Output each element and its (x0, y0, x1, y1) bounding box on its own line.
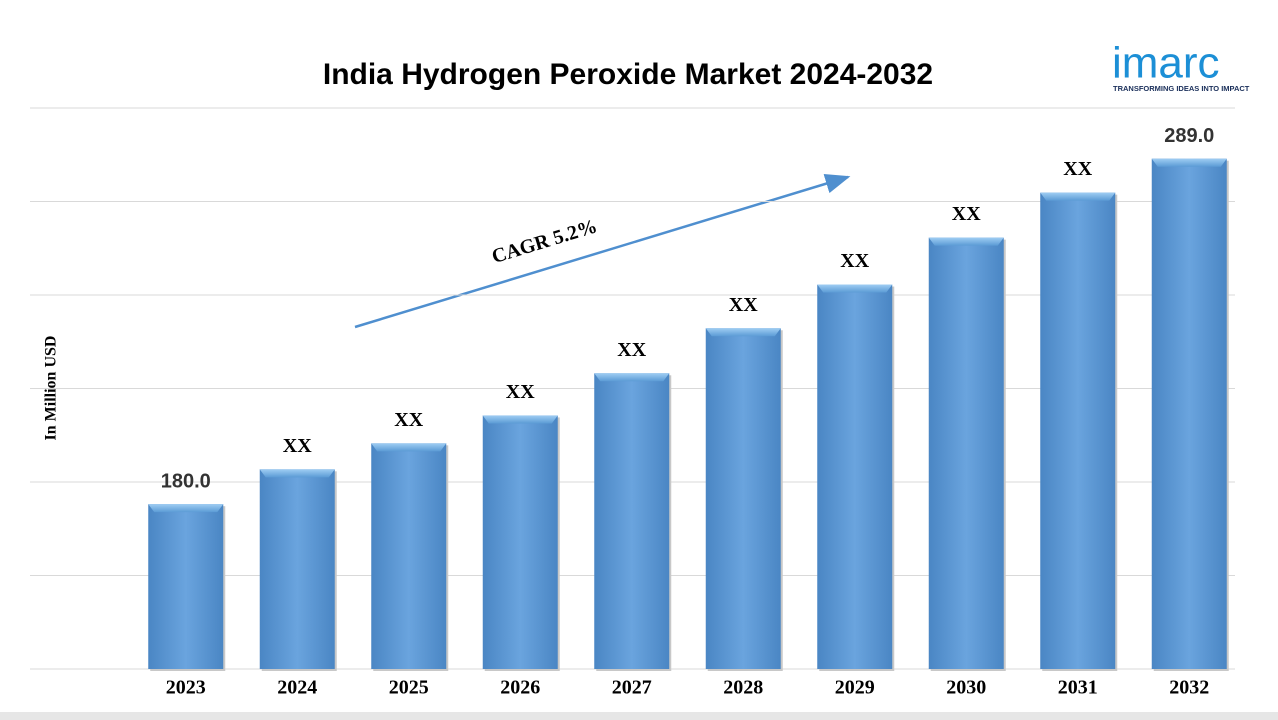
bar (482, 415, 558, 669)
value-label: XX (283, 435, 312, 457)
x-tick-label: 2024 (277, 677, 317, 699)
bar-cap (148, 504, 224, 513)
value-label: 180.0 (161, 470, 211, 492)
value-label: XX (394, 409, 423, 431)
bar (371, 443, 447, 669)
brand-logo: imarc (1112, 39, 1220, 88)
value-label: XX (506, 381, 535, 403)
bar-cap (705, 328, 781, 337)
value-label: XX (617, 339, 646, 361)
x-tick-label: 2030 (946, 677, 986, 699)
bar-cap (1151, 158, 1227, 167)
bar-cap (259, 469, 335, 478)
brand-tagline: TRANSFORMING IDEAS INTO IMPACT (1113, 84, 1250, 93)
chart-title: India Hydrogen Peroxide Market 2024-2032 (323, 58, 933, 91)
value-label: XX (952, 203, 981, 225)
bar-cap (371, 443, 447, 452)
bar-cap (482, 415, 558, 424)
x-tick-label: 2028 (723, 677, 763, 699)
bar-cap (928, 237, 1004, 246)
value-label: 289.0 (1164, 125, 1214, 147)
bar-cap (594, 373, 670, 382)
bar-cap (1040, 192, 1116, 201)
bar (705, 328, 781, 669)
bar (1151, 158, 1227, 670)
x-tick-label: 2027 (612, 677, 652, 699)
bar-cap (817, 284, 893, 293)
x-tick-label: 2025 (389, 677, 429, 699)
bar (594, 373, 670, 669)
bar (928, 237, 1004, 669)
value-label: XX (729, 294, 758, 316)
x-tick-label: 2029 (835, 677, 875, 699)
x-tick-label: 2026 (500, 677, 540, 699)
bar (817, 284, 893, 669)
value-label: XX (1063, 158, 1092, 180)
x-tick-label: 2023 (166, 677, 206, 699)
bar (259, 469, 335, 669)
value-label: XX (840, 250, 869, 272)
x-tick-label: 2032 (1169, 677, 1209, 699)
bar (1040, 192, 1116, 669)
bottom-strip (0, 712, 1278, 720)
x-tick-label: 2031 (1058, 677, 1098, 699)
bar (148, 504, 224, 669)
